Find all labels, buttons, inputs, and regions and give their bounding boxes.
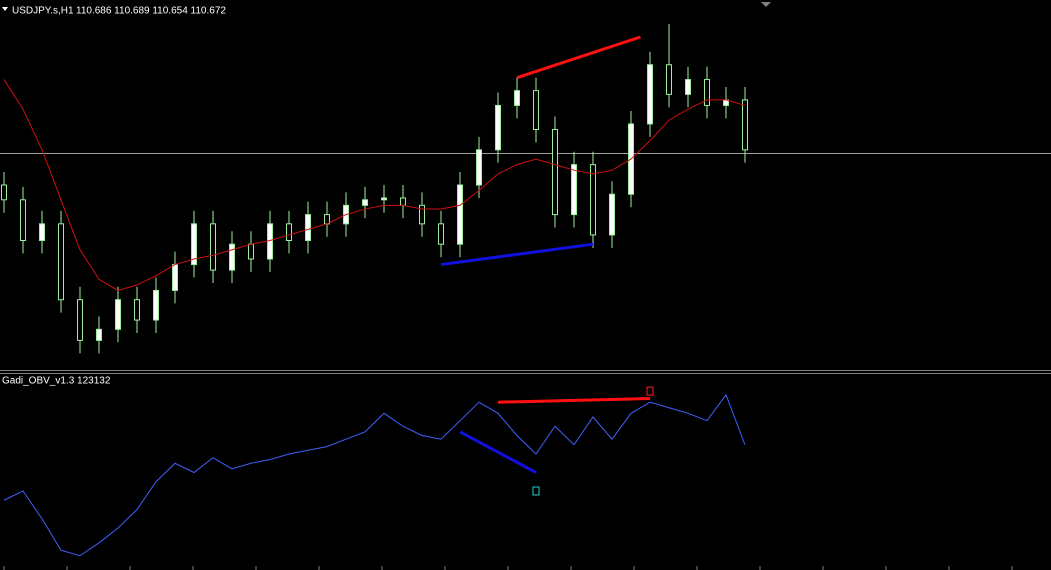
candle-body: [552, 129, 558, 216]
candle-body: [172, 264, 178, 291]
candle-body: [115, 299, 121, 330]
candle-body: [590, 164, 596, 236]
candle-body: [39, 223, 45, 242]
candle-body: [58, 223, 64, 301]
candle-body: [609, 193, 615, 236]
shift-marker: [761, 2, 771, 7]
candle-body: [286, 223, 292, 242]
trend-line: [516, 35, 641, 80]
candle-body: [685, 79, 691, 95]
symbol: USDJPY.s,H1: [12, 6, 74, 17]
candle-body: [1, 184, 7, 201]
candle-body: [20, 199, 26, 242]
candle-body: [704, 79, 710, 106]
trend-line: [497, 397, 651, 404]
candle-body: [229, 243, 235, 271]
candle-body: [742, 99, 748, 151]
candle-body: [77, 299, 83, 341]
candle-body: [96, 328, 102, 341]
quote: 110.686 110.689 110.654 110.672: [76, 6, 226, 17]
candle-body: [153, 289, 159, 321]
candle-body: [495, 104, 501, 151]
signal-marker: [646, 386, 654, 396]
candle-body: [647, 64, 653, 125]
moving-average: [3, 79, 746, 291]
candle-body: [248, 243, 254, 260]
signal-marker: [532, 486, 540, 496]
indicator-title: Gadi_OBV_v1.3 123132: [2, 376, 111, 387]
candle-body: [476, 149, 482, 186]
trend-line: [459, 430, 537, 474]
candle-body: [438, 223, 444, 245]
candle-body: [533, 90, 539, 130]
candle-body: [134, 299, 140, 321]
candle-body: [267, 223, 273, 260]
candle-body: [305, 214, 311, 242]
candle-body: [210, 223, 216, 271]
trend-line: [440, 242, 594, 267]
candle-body: [400, 197, 406, 206]
candle-body: [362, 199, 368, 206]
menu-arrow: [2, 7, 8, 11]
candle-body: [666, 64, 672, 95]
candle-body: [571, 164, 577, 216]
obv-line: [3, 393, 746, 557]
candle-body: [381, 197, 387, 201]
candle-body: [419, 204, 425, 225]
candle-body: [457, 184, 463, 245]
candle-body: [514, 90, 520, 106]
candle-body: [191, 223, 197, 266]
